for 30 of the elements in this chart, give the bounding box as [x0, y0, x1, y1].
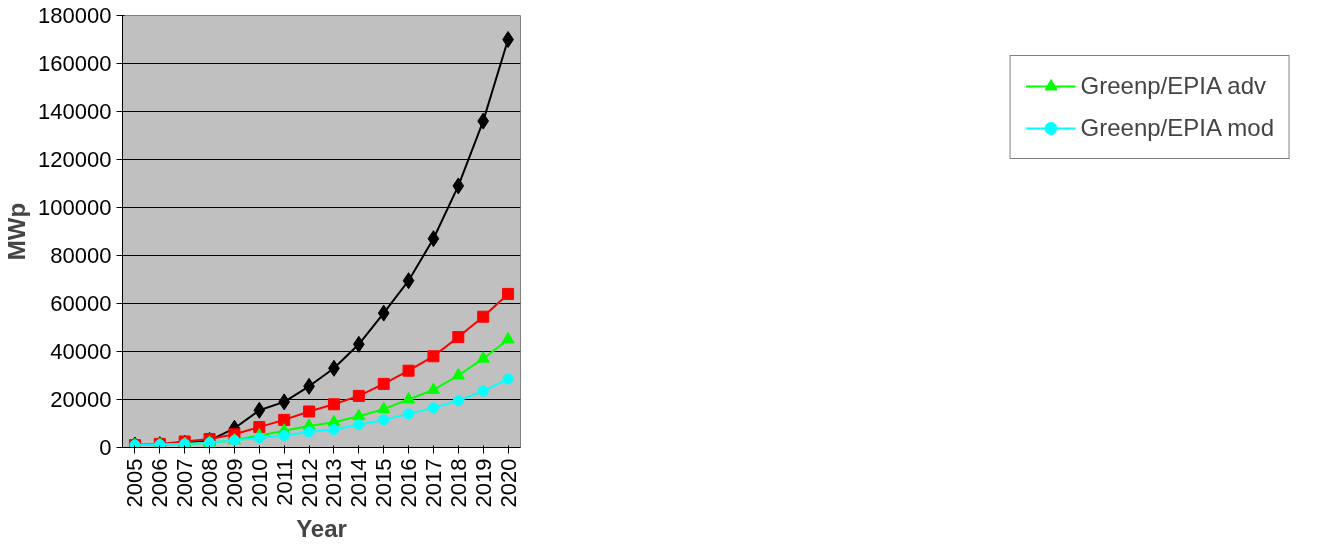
y-tick-label: 180000 — [38, 3, 112, 28]
x-tick-label: 2018 — [445, 458, 471, 508]
x-tick-label: 2012 — [296, 458, 322, 508]
x-tick-label: 2010 — [246, 458, 272, 508]
x-tick-label: 2013 — [321, 458, 347, 508]
x-tick-label: 2005 — [122, 458, 148, 508]
y-tick-label: 120000 — [38, 147, 112, 172]
y-tick-label: 60000 — [50, 291, 112, 316]
legend-label: Greenp/EPIA mod — [1080, 114, 1274, 142]
x-axis-title: Year — [296, 515, 347, 543]
x-tick-label: 2009 — [221, 458, 247, 508]
x-tick-label: 2008 — [197, 458, 223, 508]
y-tick-label: 40000 — [50, 339, 112, 364]
y-tick-label: 140000 — [38, 99, 112, 124]
x-tick-label: 2014 — [346, 458, 372, 508]
x-tick-label: 2011 — [271, 458, 297, 506]
legend-label: Greenp/EPIA adv — [1080, 72, 1266, 100]
x-tick-label: 2015 — [371, 458, 397, 508]
x-tick-label: 2006 — [147, 458, 173, 508]
y-axis-title: MWp — [3, 202, 31, 261]
y-tick-label: 0 — [99, 435, 112, 460]
x-tick-label: 2016 — [396, 458, 422, 508]
y-tick-label: 80000 — [50, 243, 112, 268]
x-tick-label: 2019 — [470, 458, 496, 508]
y-tick-label: 20000 — [50, 387, 112, 412]
y-tick-label: 100000 — [38, 195, 112, 220]
y-tick-label: 160000 — [38, 51, 112, 76]
x-tick-label: 2007 — [172, 458, 198, 508]
x-tick-label: 2017 — [420, 458, 446, 508]
x-tick-label: 2020 — [495, 458, 521, 508]
